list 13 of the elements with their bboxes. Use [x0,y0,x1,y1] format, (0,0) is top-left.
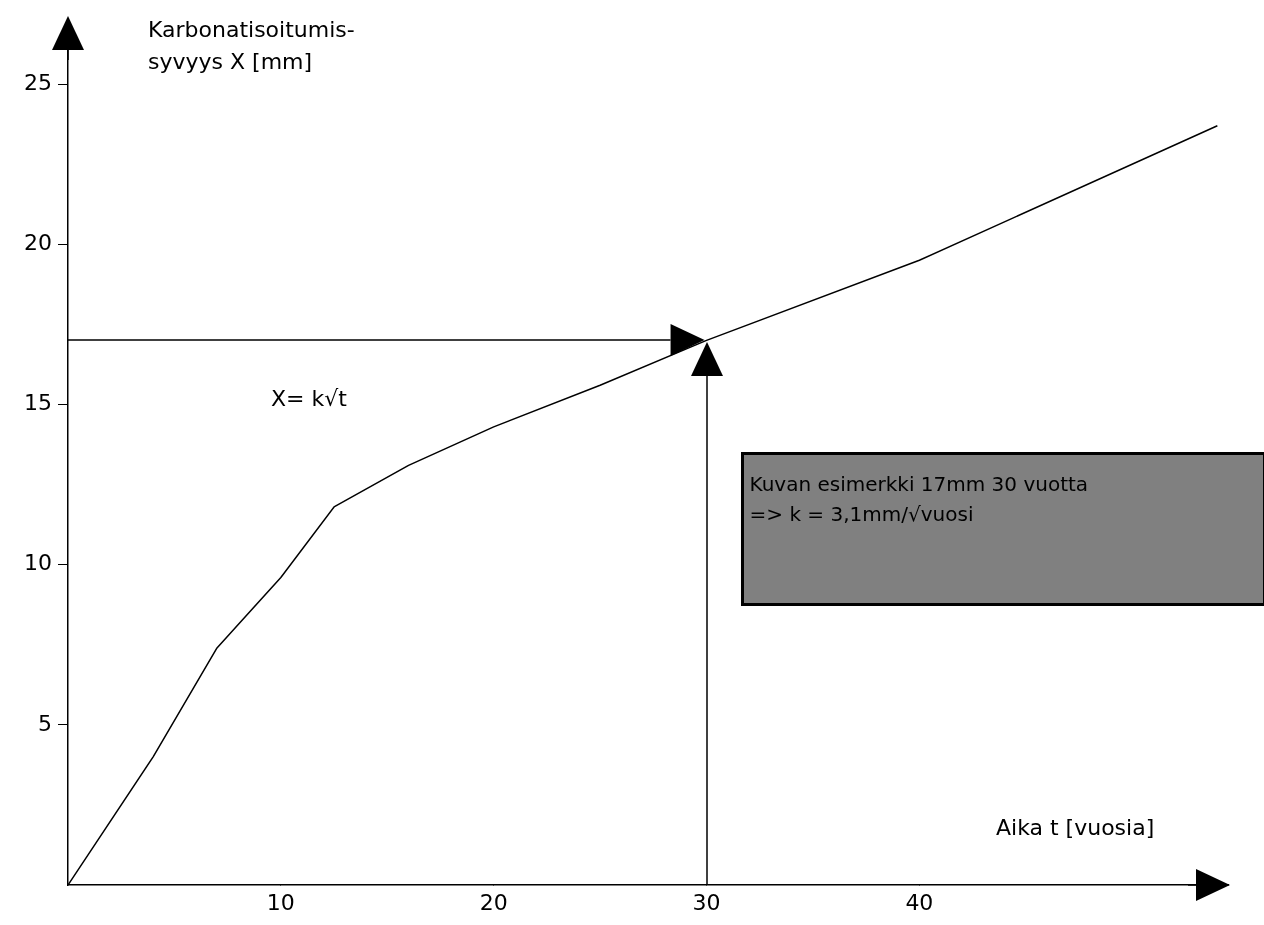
y-tick-label: 25 [24,69,52,95]
x-tick-label: 20 [479,889,508,915]
x-tick-label: 40 [905,889,934,915]
x-tick-label: 30 [692,889,721,915]
y-tick-label: 5 [38,710,52,736]
y-tick-label: 15 [24,390,52,416]
x-axis-title: Aika t [vuosia] [996,814,1155,842]
annotation: X= k√t [271,386,348,412]
x-tick-label: 10 [266,889,295,915]
y-axis-title: Karbonatisoitumis- syvyys X [mm] [148,16,355,76]
note-box: Kuvan esimerkki 17mm 30 vuotta => k = 3,1mm/√vuosi [740,452,1264,606]
y-tick-label: 10 [24,550,52,576]
y-tick-label: 20 [24,229,52,255]
